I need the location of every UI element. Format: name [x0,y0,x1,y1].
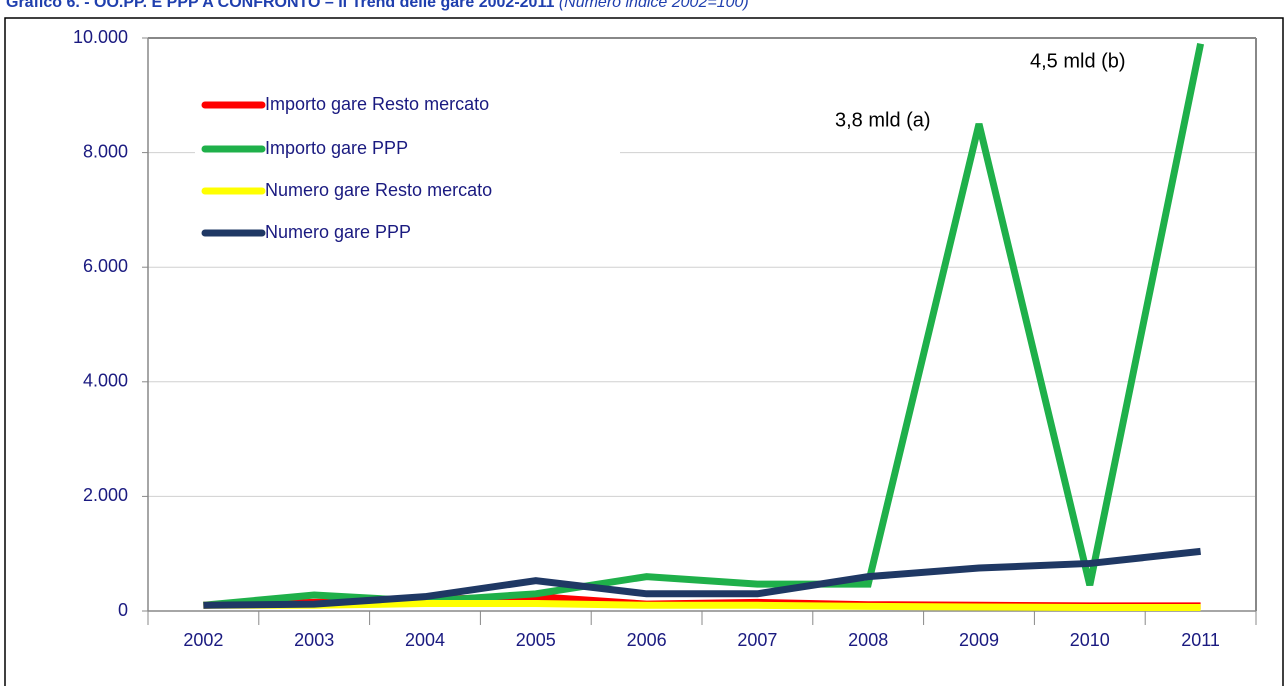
legend-label: Numero gare Resto mercato [265,180,492,200]
legend-label: Importo gare PPP [265,138,408,158]
chart-frame [4,17,1284,686]
x-tick-label: 2008 [848,630,888,650]
x-tick-label: 2003 [294,630,334,650]
y-tick-label: 4.000 [83,371,128,391]
y-tick-label: 2.000 [83,485,128,505]
legend-box [195,85,620,255]
annotation: 3,8 mld (a) [835,109,931,131]
chart-subtitle: (Numero indice 2002=100) [559,0,749,11]
y-tick-label: 0 [118,600,128,620]
legend-label: Importo gare Resto mercato [265,94,489,114]
x-tick-label: 2009 [959,630,999,650]
y-tick-label: 8.000 [83,141,128,161]
x-tick-label: 2004 [405,630,445,650]
x-tick-label: 2002 [183,630,223,650]
y-tick-label: 10.000 [73,27,128,47]
annotation: 4,5 mld (b) [1030,50,1126,72]
x-tick-label: 2007 [737,630,777,650]
x-tick-label: 2005 [516,630,556,650]
legend-label: Numero gare PPP [265,222,411,242]
x-tick-label: 2006 [627,630,667,650]
y-tick-label: 6.000 [83,256,128,276]
x-tick-label: 2011 [1181,630,1220,650]
series-line [203,600,1201,612]
chart-title: Grafico 6. - OO.PP. E PPP A CONFRONTO – … [6,0,749,11]
series-line [203,547,1201,609]
chart-title-text: Grafico 6. - OO.PP. E PPP A CONFRONTO – … [6,0,554,11]
x-tick-label: 2010 [1070,630,1110,650]
